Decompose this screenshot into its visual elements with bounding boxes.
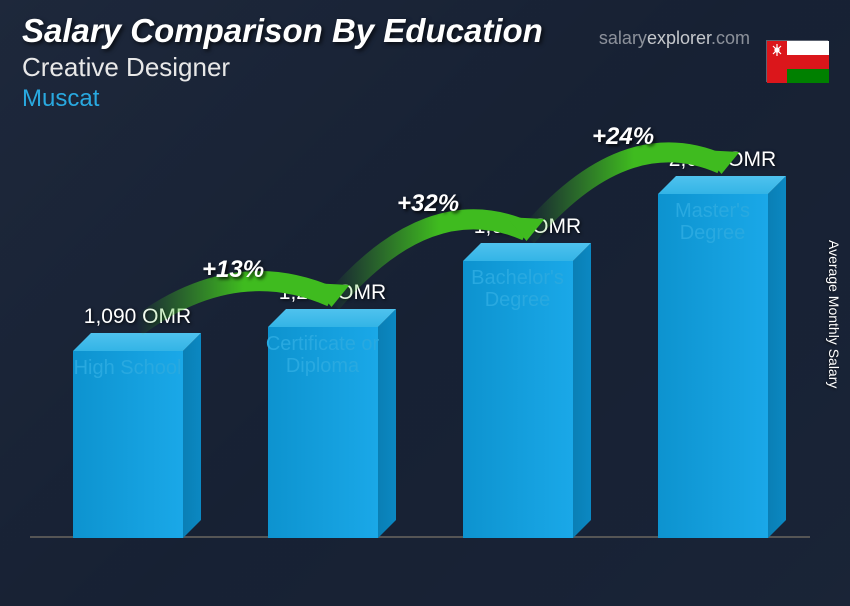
bar-value-label: 1,090 OMR (38, 305, 238, 329)
bar-category-label: Certificate orDiploma (225, 333, 420, 377)
chart-title: Salary Comparison By Education (22, 12, 543, 50)
watermark-mid: explorer (647, 28, 711, 48)
bar-value-label: 1,230 OMR (233, 281, 433, 305)
bar-front (658, 194, 768, 538)
increase-label: +32% (397, 190, 459, 218)
bar: 2,010 OMR (658, 194, 768, 538)
bar-top (658, 176, 786, 194)
bar-group: 1,090 OMRHigh School (30, 351, 225, 538)
bar-value-label: 2,010 OMR (623, 148, 823, 172)
bar-category-label: Bachelor'sDegree (420, 267, 615, 311)
chart-location: Muscat (22, 85, 543, 113)
bar-top (463, 243, 591, 261)
watermark: salaryexplorer.com (599, 28, 750, 49)
bar-group: 1,230 OMRCertificate orDiploma (225, 327, 420, 538)
chart-subtitle: Creative Designer (22, 52, 543, 83)
watermark-pre: salary (599, 28, 647, 48)
bar-top (73, 333, 201, 351)
bar-top (268, 309, 396, 327)
bar-value-label: 1,620 OMR (428, 215, 628, 239)
watermark-post: .com (711, 28, 750, 48)
increase-label: +13% (202, 256, 264, 284)
bar: 1,090 OMR (73, 351, 183, 538)
oman-flag-icon (766, 40, 828, 82)
bar-group: 2,010 OMRMaster'sDegree (615, 194, 810, 538)
bar-front (73, 351, 183, 538)
y-axis-label: Average Monthly Salary (826, 240, 842, 388)
bar-chart: 1,090 OMRHigh School1,230 OMRCertificate… (30, 142, 810, 592)
bar-category-label: High School (30, 357, 225, 379)
increase-label: +24% (592, 123, 654, 151)
header: Salary Comparison By Education Creative … (22, 12, 543, 113)
bar-group: 1,620 OMRBachelor'sDegree (420, 261, 615, 538)
bar-category-label: Master'sDegree (615, 200, 810, 244)
